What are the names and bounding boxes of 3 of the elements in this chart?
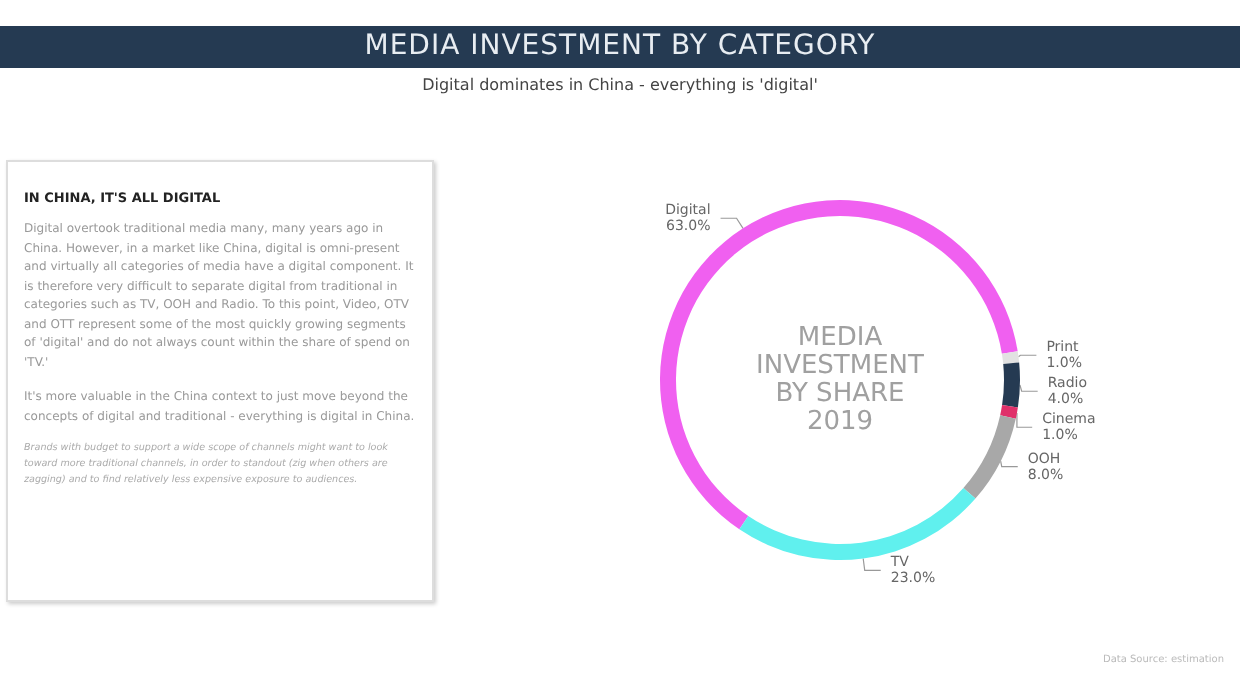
text: MEDIA INVESTMENT BY SHARE 2019 xyxy=(756,323,925,437)
chart-subtitle: Digital dominates in China - everything is 'digital' xyxy=(420,76,820,94)
chart-title: MEDIA INVESTMENT BY CATEGORY xyxy=(0,26,1240,68)
